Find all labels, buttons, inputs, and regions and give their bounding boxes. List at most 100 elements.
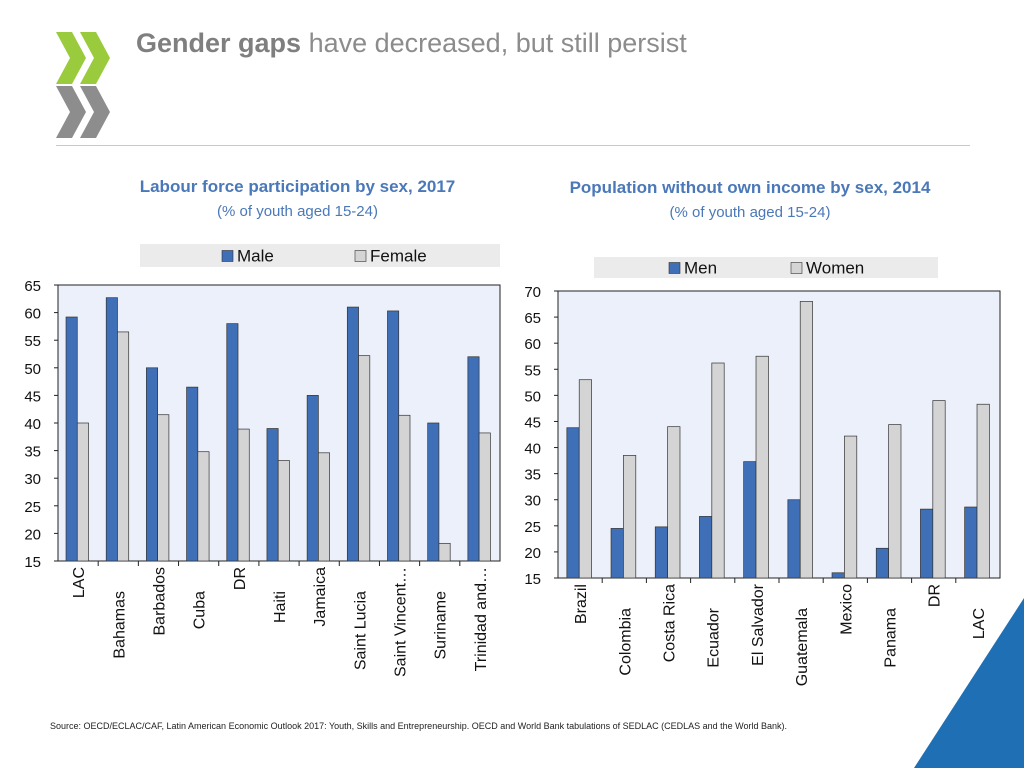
chart2-ytick-label: 50 bbox=[524, 388, 541, 405]
chart2-ytick-label: 40 bbox=[524, 441, 541, 458]
chart1-ytick-label: 60 bbox=[24, 306, 41, 323]
chart2-heading: Population without own income by sex, 20… bbox=[540, 178, 960, 221]
chart2-bar-series2 bbox=[578, 379, 592, 579]
chart1-category-label: LAC bbox=[71, 567, 88, 598]
page-title-bold: Gender gaps bbox=[136, 28, 302, 58]
chart2-category-label: Mexico bbox=[838, 584, 855, 635]
chart2-bar-series1 bbox=[743, 461, 757, 579]
chart1-legend-label-0: Male bbox=[237, 247, 274, 266]
chart1-ytick-label: 40 bbox=[24, 416, 41, 433]
chart1-bar-series1 bbox=[146, 367, 159, 562]
chart2-bar-series1 bbox=[964, 506, 978, 579]
chart1-ytick-label: 30 bbox=[24, 471, 41, 488]
chart1-bar-series2 bbox=[398, 414, 411, 562]
chart2-bar-series1 bbox=[654, 526, 668, 579]
chart2-bar-series1 bbox=[875, 547, 889, 579]
chart2-ytick-label: 20 bbox=[524, 545, 541, 562]
chart2-category-label: LAC bbox=[971, 608, 988, 639]
chart1-bar-series1 bbox=[186, 386, 199, 562]
chart1-bar-series2 bbox=[358, 355, 371, 562]
chart2-bar-series1 bbox=[920, 508, 934, 579]
chart1-bar-series2 bbox=[117, 331, 130, 562]
oecd-logo bbox=[56, 32, 110, 138]
chart2-category-label: Brazil bbox=[573, 584, 590, 624]
chart2-bar-series1 bbox=[831, 572, 845, 579]
page-title: Gender gaps have decreased, but still pe… bbox=[136, 28, 687, 59]
chart1-bar-series1 bbox=[65, 316, 78, 562]
chart1-bar-series1 bbox=[226, 323, 239, 562]
chart2-bar-series2 bbox=[932, 400, 946, 579]
chart1-category-label: Jamaica bbox=[312, 567, 329, 627]
chart2-bar-series2 bbox=[623, 455, 637, 579]
chart2-bar-series2 bbox=[755, 355, 769, 579]
chart2-ytick-label: 65 bbox=[524, 310, 541, 327]
logo-green-chevron bbox=[56, 32, 86, 84]
chart2-category-label: DR bbox=[927, 584, 944, 607]
chart1-legend-bg bbox=[140, 244, 500, 267]
chart2-bar-series2 bbox=[711, 362, 725, 579]
chart1-ytick-label: 15 bbox=[24, 554, 41, 571]
chart1-category-label: Saint Vincent… bbox=[393, 567, 410, 677]
chart2-bar-series1 bbox=[787, 499, 801, 579]
chart1-bar-series2 bbox=[197, 451, 210, 562]
chart1-ytick-label: 20 bbox=[24, 526, 41, 543]
chart2-ytick-label: 45 bbox=[524, 414, 541, 431]
chart2-ytick-label: 25 bbox=[524, 519, 541, 536]
chart2-bar-series2 bbox=[976, 403, 990, 579]
title-divider bbox=[56, 145, 970, 146]
chart1-ytick-label: 25 bbox=[24, 499, 41, 516]
source-note: Source: OECD/ECLAC/CAF, Latin American E… bbox=[50, 721, 788, 731]
chart1-subtitle: (% of youth aged 15-24) bbox=[217, 203, 378, 220]
logo-gray-chevron bbox=[56, 86, 86, 138]
chart1-bar-series2 bbox=[157, 414, 170, 562]
chart1-bar-series1 bbox=[387, 310, 400, 562]
chart2-legend-swatch-0 bbox=[668, 262, 681, 274]
chart1-ytick-label: 65 bbox=[24, 278, 41, 295]
chart1-category-label: Saint Lucia bbox=[352, 591, 369, 670]
chart2-ytick-label: 35 bbox=[524, 467, 541, 484]
chart2-bar-series1 bbox=[699, 516, 713, 579]
chart1-bar-series2 bbox=[478, 432, 491, 562]
chart2-ytick-label: 70 bbox=[524, 284, 541, 301]
chart2-ytick-label: 15 bbox=[524, 571, 541, 588]
chart1-bar-series2 bbox=[76, 422, 89, 562]
chart1-ytick-label: 45 bbox=[24, 388, 41, 405]
logo-green-chevron bbox=[80, 32, 110, 84]
chart1-category-label: Bahamas bbox=[111, 591, 128, 659]
chart2-legend-bg bbox=[594, 257, 938, 278]
logo-gray-chevron bbox=[80, 86, 110, 138]
page-title-rest: have decreased, but still persist bbox=[308, 28, 687, 58]
chart2-legend-label-1: Women bbox=[806, 259, 864, 278]
chart1-bar-series2 bbox=[277, 460, 290, 562]
chart1-ytick-label: 55 bbox=[24, 333, 41, 350]
chart2-bar-series2 bbox=[799, 301, 813, 579]
chart1-bar-series1 bbox=[467, 356, 480, 562]
chart1-category-label: Trinidad and… bbox=[473, 567, 490, 671]
chart2-bar-series2 bbox=[888, 424, 902, 579]
chart1-legend-swatch-1 bbox=[354, 250, 367, 262]
chart2-category-label: Colombia bbox=[617, 608, 634, 676]
chart1-title: Labour force participation by sex, 2017 bbox=[139, 177, 456, 196]
chart1-category-label: Suriname bbox=[433, 591, 450, 660]
chart1-category-label: DR bbox=[232, 567, 249, 590]
chart2-legend-swatch-1 bbox=[790, 262, 803, 274]
chart2-bar-series1 bbox=[566, 427, 580, 579]
chart2-category-label: Guatemala bbox=[794, 608, 811, 686]
chart2-category-label: El Salvador bbox=[750, 583, 767, 665]
chart2-legend-label-0: Men bbox=[684, 259, 717, 278]
chart1-bar-series1 bbox=[266, 428, 279, 562]
chart2-category-label: Ecuador bbox=[706, 607, 723, 667]
chart1-bar-series1 bbox=[105, 297, 118, 562]
chart2-subtitle: (% of youth aged 15-24) bbox=[669, 204, 831, 221]
chart1-legend-swatch-0 bbox=[221, 250, 234, 262]
chart1-ytick-label: 35 bbox=[24, 444, 41, 461]
chart1-ytick-label: 50 bbox=[24, 361, 41, 378]
chart2-ytick-label: 60 bbox=[524, 336, 541, 353]
chart1-bar-series1 bbox=[346, 306, 359, 562]
chart1-bar-series2 bbox=[237, 428, 250, 562]
corner-triangle bbox=[914, 598, 1024, 768]
chart1-bar-series2 bbox=[438, 542, 451, 562]
chart1-legend-label-1: Female bbox=[370, 247, 427, 266]
chart1-category-label: Haiti bbox=[272, 591, 289, 623]
